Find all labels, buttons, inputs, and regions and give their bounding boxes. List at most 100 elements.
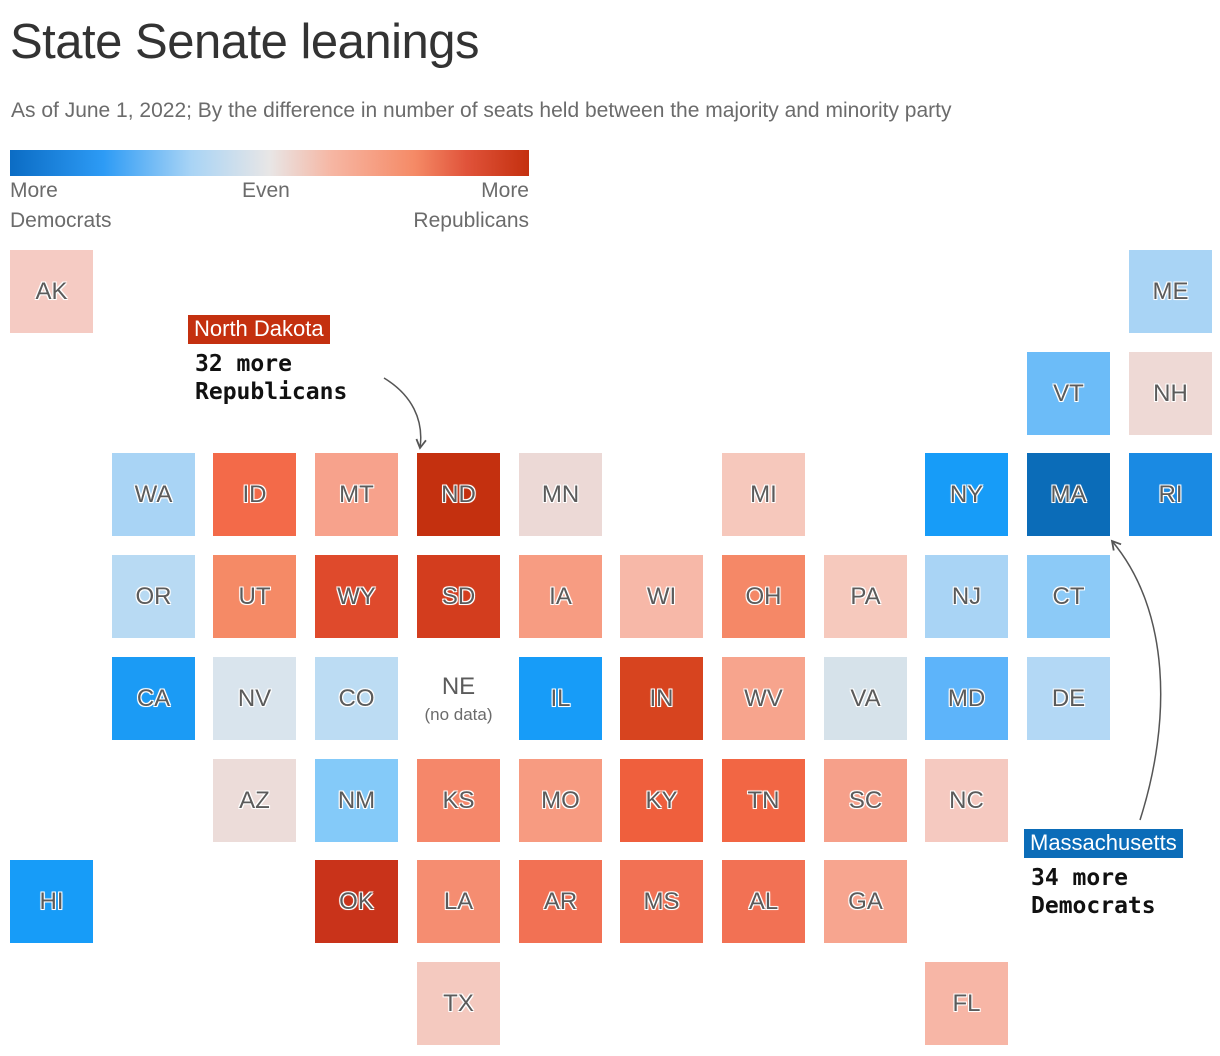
state-abbr: NH	[1153, 379, 1188, 407]
state-tile-il: IL	[519, 657, 602, 740]
state-tile-me: ME	[1129, 250, 1212, 333]
state-abbr: RI	[1158, 480, 1183, 508]
state-tile-mt: MT	[315, 453, 398, 536]
nd-callout-text: 32 more Republicans	[195, 351, 348, 405]
state-abbr: GA	[848, 887, 883, 915]
state-abbr: VA	[850, 684, 881, 712]
state-tile-wv: WV	[722, 657, 805, 740]
state-tile-nc: NC	[925, 759, 1008, 842]
state-abbr: LA	[443, 887, 474, 915]
state-abbr: MD	[947, 684, 986, 712]
state-tile-ga: GA	[824, 860, 907, 943]
state-tile-in: IN	[620, 657, 703, 740]
state-tile-pa: PA	[824, 555, 907, 638]
state-abbr: OR	[135, 582, 172, 610]
state-abbr: PA	[850, 582, 881, 610]
state-abbr: TX	[443, 989, 474, 1017]
state-abbr: OK	[339, 887, 374, 915]
state-tile-ms: MS	[620, 860, 703, 943]
state-abbr: UT	[238, 582, 271, 610]
state-abbr: IA	[549, 582, 572, 610]
state-tile-tx: TX	[417, 962, 500, 1045]
state-tile-wi: WI	[620, 555, 703, 638]
state-abbr: KS	[442, 786, 475, 814]
state-tile-nj: NJ	[925, 555, 1008, 638]
state-tile-co: CO	[315, 657, 398, 740]
state-tile-tn: TN	[722, 759, 805, 842]
state-abbr: TN	[747, 786, 780, 814]
state-tile-ca: CA	[112, 657, 195, 740]
state-tile-oh: OH	[722, 555, 805, 638]
state-abbr: MT	[339, 480, 374, 508]
state-tile-al: AL	[722, 860, 805, 943]
state-tile-la: LA	[417, 860, 500, 943]
ma-arrow	[1110, 539, 1162, 821]
state-abbr: SC	[848, 786, 883, 814]
state-abbr: OH	[745, 582, 782, 610]
state-tile-ks: KS	[417, 759, 500, 842]
state-abbr: IL	[550, 684, 571, 712]
state-tile-vt: VT	[1027, 352, 1110, 435]
nd-callout-label: North Dakota	[188, 315, 330, 344]
state-abbr: NJ	[951, 582, 982, 610]
state-abbr: ID	[242, 480, 267, 508]
state-abbr: MI	[750, 480, 777, 508]
state-tile-fl: FL	[925, 962, 1008, 1045]
state-abbr: KY	[645, 786, 678, 814]
state-abbr: MN	[541, 480, 580, 508]
state-tile-ma: MA	[1027, 453, 1110, 536]
state-tile-ct: CT	[1027, 555, 1110, 638]
state-abbr: WV	[744, 684, 783, 712]
state-tile-md: MD	[925, 657, 1008, 740]
legend-left-label: More Democrats	[10, 179, 112, 232]
state-abbr: WY	[337, 582, 376, 610]
chart-title: State Senate leanings	[10, 15, 479, 69]
state-tile-nv: NV	[213, 657, 296, 740]
state-abbr: MS	[643, 887, 680, 915]
state-tile-or: OR	[112, 555, 195, 638]
state-abbr: VT	[1053, 379, 1084, 407]
state-tile-ri: RI	[1129, 453, 1212, 536]
state-tile-ut: UT	[213, 555, 296, 638]
state-tile-mi: MI	[722, 453, 805, 536]
state-abbr: NV	[237, 684, 272, 712]
state-abbr: WA	[134, 480, 173, 508]
state-tile-mo: MO	[519, 759, 602, 842]
state-tile-mn: MN	[519, 453, 602, 536]
state-abbr: NE	[441, 672, 476, 700]
state-tile-hi: HI	[10, 860, 93, 943]
legend-right-label: More Republicans	[413, 179, 529, 232]
state-abbr: IN	[649, 684, 674, 712]
state-abbr: AK	[35, 277, 68, 305]
chart-subtitle: As of June 1, 2022; By the difference in…	[11, 99, 952, 122]
state-abbr: FL	[952, 989, 981, 1017]
state-abbr: CA	[136, 684, 171, 712]
state-tile-ar: AR	[519, 860, 602, 943]
state-abbr: MO	[541, 786, 580, 814]
state-tile-ky: KY	[620, 759, 703, 842]
state-abbr: CO	[338, 684, 375, 712]
state-abbr: SD	[441, 582, 476, 610]
state-abbr: HI	[39, 887, 64, 915]
state-note: (no data)	[424, 704, 493, 724]
state-abbr: NC	[949, 786, 984, 814]
state-tile-ne: NE (no data)	[417, 657, 500, 740]
state-tile-ak: AK	[10, 250, 93, 333]
state-abbr: AL	[748, 887, 779, 915]
color-scale-legend	[10, 150, 529, 176]
state-tile-sc: SC	[824, 759, 907, 842]
ma-callout-label: Massachusetts	[1024, 829, 1183, 858]
state-abbr: AR	[543, 887, 578, 915]
ma-callout-text: 34 more Democrats	[1031, 865, 1156, 919]
nd-arrow	[383, 377, 427, 450]
state-abbr: ME	[1152, 277, 1189, 305]
state-tile-az: AZ	[213, 759, 296, 842]
state-tile-ok: OK	[315, 860, 398, 943]
state-tile-nd: ND	[417, 453, 500, 536]
legend-center-label: Even	[242, 179, 290, 202]
state-tile-sd: SD	[417, 555, 500, 638]
state-tile-ny: NY	[925, 453, 1008, 536]
state-tile-nh: NH	[1129, 352, 1212, 435]
state-abbr: WI	[646, 582, 677, 610]
